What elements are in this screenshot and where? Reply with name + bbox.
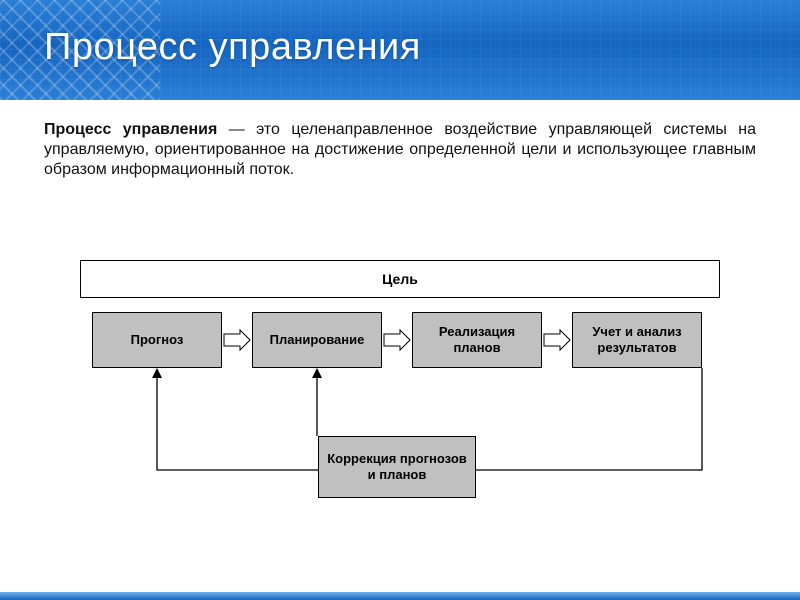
feedback-line-in <box>476 368 702 470</box>
arrows-svg <box>0 260 800 560</box>
stage-label: Учет и анализ результатов <box>579 324 695 357</box>
stage-realizatsiya: Реализация планов <box>412 312 542 368</box>
block-arrow-1 <box>224 330 250 350</box>
definition-term: Процесс управления <box>44 121 217 138</box>
feedback-box: Коррекция прогнозов и планов <box>318 436 476 498</box>
page-title: Процесс управления <box>44 26 421 69</box>
goal-box: Цель <box>80 260 720 298</box>
block-arrow-2 <box>384 330 410 350</box>
feedback-line-out-1 <box>152 368 318 470</box>
stage-label: Планирование <box>270 332 365 348</box>
definition-paragraph: Процесс управления — это целенаправленно… <box>44 120 756 180</box>
block-arrow-3 <box>544 330 570 350</box>
stage-planirovanie: Планирование <box>252 312 382 368</box>
stage-prognoz: Прогноз <box>92 312 222 368</box>
bottom-bar <box>0 592 800 600</box>
goal-label: Цель <box>382 271 418 287</box>
flowchart-diagram: Цель Прогноз Планирование Реализация пла… <box>0 260 800 560</box>
banner-grid-decoration <box>0 0 160 100</box>
stage-uchet: Учет и анализ результатов <box>572 312 702 368</box>
header-banner: Процесс управления <box>0 0 800 100</box>
stage-label: Реализация планов <box>419 324 535 357</box>
feedback-label: Коррекция прогнозов и планов <box>325 451 469 484</box>
stage-label: Прогноз <box>131 332 184 348</box>
